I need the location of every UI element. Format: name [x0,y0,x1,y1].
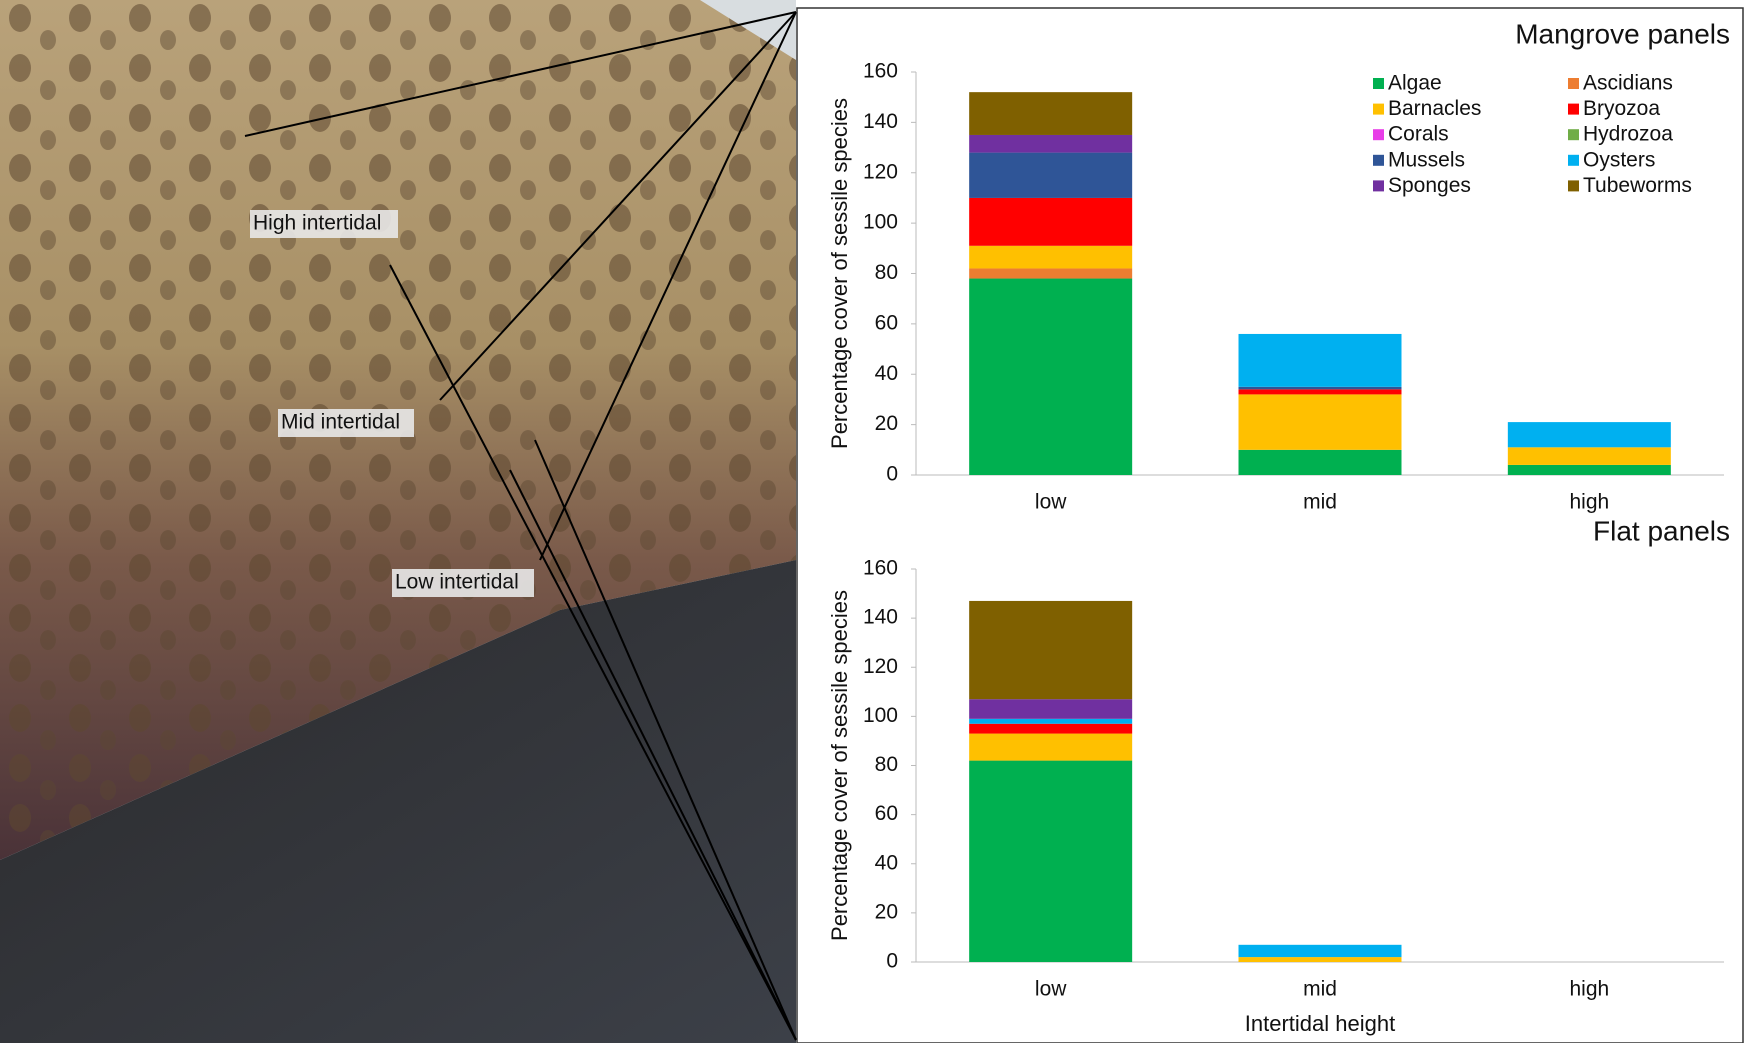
legend-label: Mussels [1388,148,1465,171]
legend-swatch [1373,78,1384,89]
bar-segment [969,734,1132,761]
legend-swatch [1568,129,1579,140]
x-tick-label: high [1569,491,1609,514]
bar-segment [969,724,1132,734]
x-tick-label: mid [1303,491,1337,514]
y-tick-label: 0 [886,950,898,973]
photo-label: High intertidal [253,212,381,235]
bar-segment [969,246,1132,269]
y-tick-label: 160 [863,557,898,580]
bar-segment [1239,387,1402,390]
bar-segment [1239,334,1402,387]
y-tick-label: 0 [886,463,898,486]
bar-segment [969,198,1132,246]
y-tick-label: 20 [875,900,898,923]
bar-segment [969,719,1132,724]
legend-label: Hydrozoa [1583,123,1673,146]
y-tick-label: 160 [863,60,898,83]
x-axis-label: Intertidal height [1245,1011,1395,1036]
bar-segment [969,135,1132,153]
legend-label: Corals [1388,123,1449,146]
bar-segment [1508,465,1671,475]
x-tick-label: low [1035,491,1067,514]
legend-label: Tubeworms [1583,174,1692,197]
bar-segment [969,761,1132,962]
y-tick-label: 100 [863,211,898,234]
bar-segment [969,601,1132,699]
bar-segment [969,279,1132,475]
bar-segment [1239,450,1402,475]
y-tick-label: 140 [863,606,898,629]
legend-swatch [1568,155,1579,166]
photo-label: Low intertidal [395,571,519,594]
y-tick-label: 80 [875,753,898,776]
bar-segment [1239,945,1402,957]
y-tick-label: 60 [875,802,898,825]
legend-swatch [1373,155,1384,166]
x-tick-label: mid [1303,978,1337,1001]
legend-label: Bryozoa [1583,97,1660,120]
bar-segment [1239,389,1402,394]
legend-label: Barnacles [1388,97,1481,120]
y-tick-label: 60 [875,311,898,334]
legend-swatch [1373,104,1384,115]
y-tick-label: 140 [863,110,898,133]
legend-label: Ascidians [1583,72,1673,95]
legend-swatch [1568,180,1579,191]
legend-swatch [1568,78,1579,89]
y-tick-label: 20 [875,412,898,435]
legend-swatch [1568,104,1579,115]
y-tick-label: 40 [875,362,898,385]
figure: High intertidal Mid intertidal Low inter… [0,0,1747,1043]
photo-label: Mid intertidal [281,411,400,434]
y-tick-label: 120 [863,655,898,678]
x-tick-label: high [1569,978,1609,1001]
x-tick-label: low [1035,978,1067,1001]
chart-title: Flat panels [1593,515,1730,546]
photo: High intertidal Mid intertidal Low inter… [0,0,796,1043]
y-tick-label: 120 [863,160,898,183]
legend-label: Oysters [1583,148,1655,171]
chart-title: Mangrove panels [1515,18,1730,49]
legend-label: Sponges [1388,174,1471,197]
legend-label: Algae [1388,72,1442,95]
y-tick-label: 40 [875,851,898,874]
bar-segment [1239,394,1402,449]
y-tick-label: 80 [875,261,898,284]
y-axis-label: Percentage cover of sessile species [827,590,852,941]
bar-segment [1508,422,1671,447]
bar-segment [1239,957,1402,962]
bar-segment [1508,447,1671,465]
y-axis-label: Percentage cover of sessile species [827,98,852,449]
legend-swatch [1373,129,1384,140]
legend-swatch [1373,180,1384,191]
bar-segment [969,92,1132,135]
y-tick-label: 100 [863,704,898,727]
bar-segment [969,268,1132,278]
bar-segment [969,699,1132,719]
page: High intertidal Mid intertidal Low inter… [0,0,1747,1043]
bar-segment [969,153,1132,198]
